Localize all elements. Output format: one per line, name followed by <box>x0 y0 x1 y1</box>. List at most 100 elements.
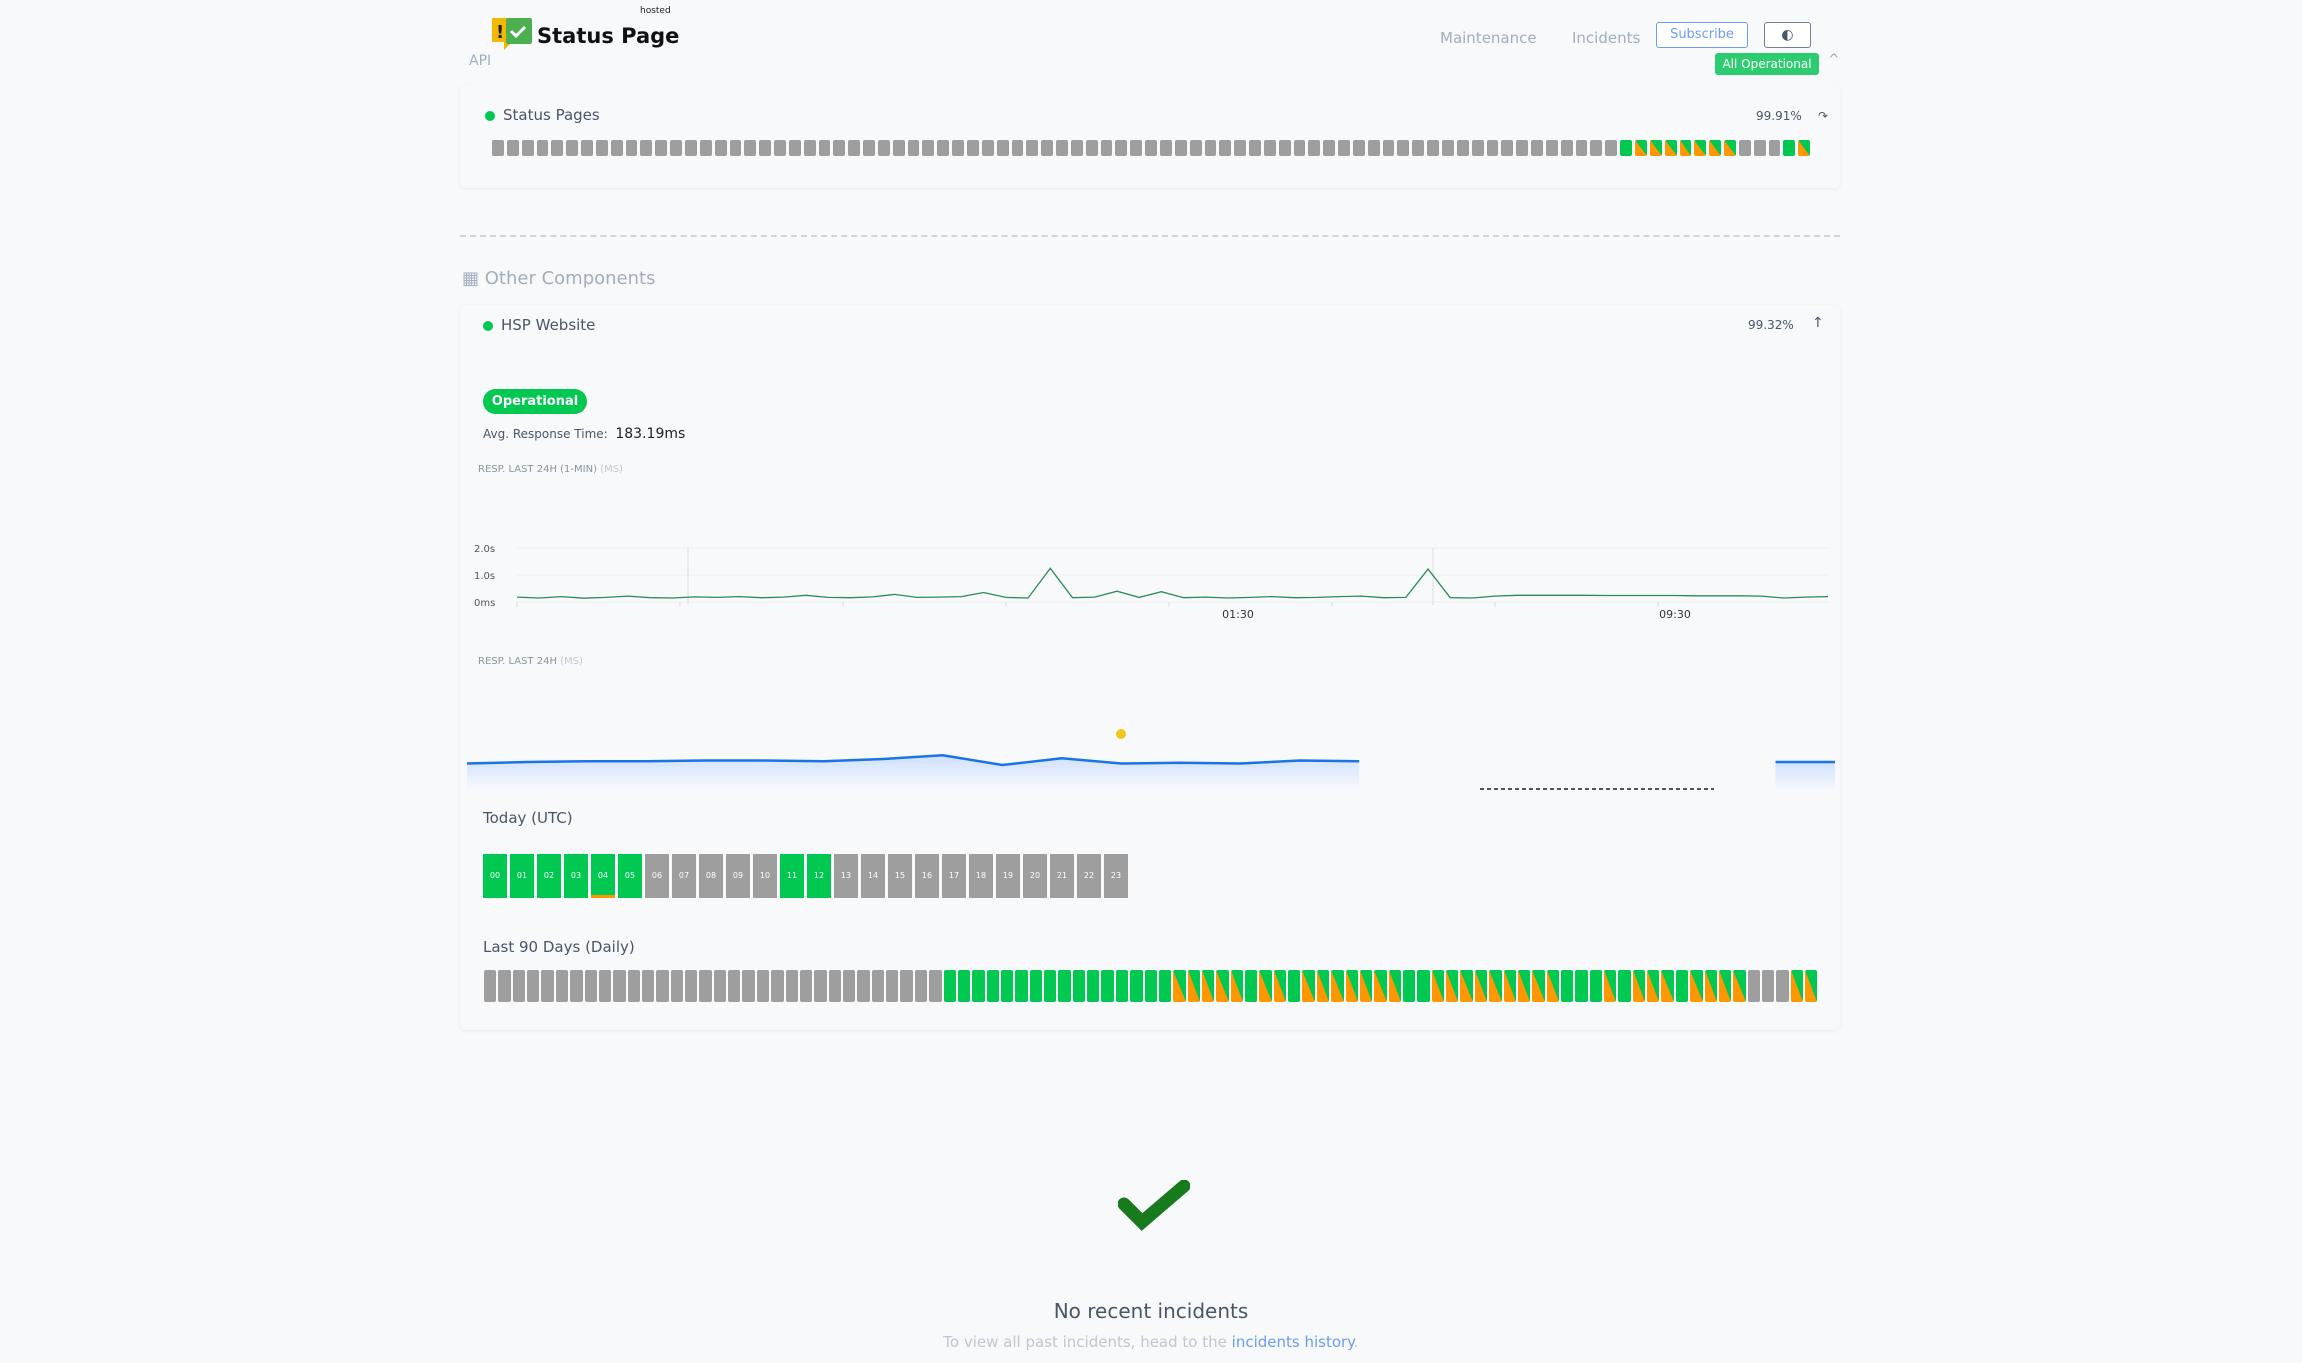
day-bar[interactable] <box>886 970 899 1002</box>
day-bar[interactable] <box>1417 970 1430 1002</box>
day-bar[interactable] <box>498 970 511 1002</box>
day-bar[interactable] <box>1374 970 1387 1002</box>
hour-bar[interactable]: 20 <box>1023 854 1047 898</box>
day-bar[interactable] <box>625 140 638 156</box>
day-bar[interactable] <box>1605 140 1618 156</box>
day-bar[interactable] <box>1352 140 1365 156</box>
hour-bar[interactable]: 07 <box>672 854 696 898</box>
day-bar[interactable] <box>713 970 727 1002</box>
day-bar[interactable] <box>1338 140 1350 156</box>
day-bar[interactable] <box>1768 140 1781 156</box>
day-bar[interactable] <box>1130 140 1143 156</box>
day-bar[interactable] <box>1560 970 1574 1002</box>
day-bar[interactable] <box>1359 970 1373 1002</box>
day-bar[interactable] <box>771 970 784 1002</box>
day-bar[interactable] <box>1446 970 1459 1002</box>
day-bar[interactable] <box>937 140 950 156</box>
hour-bar[interactable]: 00 <box>483 854 507 898</box>
day-bar[interactable] <box>1604 970 1617 1002</box>
day-bar[interactable] <box>967 140 979 156</box>
day-bar[interactable] <box>1158 970 1172 1002</box>
hour-bar[interactable]: 05 <box>618 854 642 898</box>
day-bar[interactable] <box>699 140 712 156</box>
hour-bar[interactable]: 15 <box>888 854 912 898</box>
api-link[interactable]: API <box>469 53 492 69</box>
theme-toggle-button[interactable]: ◐ <box>1764 22 1811 48</box>
day-bar[interactable] <box>1056 140 1068 156</box>
day-bar[interactable] <box>1189 140 1202 156</box>
day-bar[interactable] <box>1690 970 1703 1002</box>
day-bar[interactable] <box>922 140 935 156</box>
hour-bar[interactable]: 13 <box>834 854 858 898</box>
day-bar[interactable] <box>1546 970 1559 1002</box>
day-bar[interactable] <box>627 970 640 1002</box>
day-bar[interactable] <box>641 970 655 1002</box>
day-bar[interactable] <box>699 970 712 1002</box>
day-bar[interactable] <box>1704 970 1717 1002</box>
day-bar[interactable] <box>506 140 519 156</box>
day-bar[interactable] <box>1718 970 1732 1002</box>
day-bar[interactable] <box>714 140 727 156</box>
day-bar[interactable] <box>1288 970 1301 1002</box>
nav-incidents[interactable]: Incidents <box>1572 29 1641 47</box>
day-bar[interactable] <box>828 970 841 1002</box>
day-bar[interactable] <box>814 970 827 1002</box>
day-bar[interactable] <box>1397 140 1410 156</box>
hour-bar[interactable]: 09 <box>726 854 750 898</box>
day-bar[interactable] <box>788 140 801 156</box>
day-bar[interactable] <box>1249 140 1261 156</box>
day-bar[interactable] <box>584 970 597 1002</box>
day-bar[interactable] <box>1072 970 1086 1002</box>
day-bar[interactable] <box>833 140 846 156</box>
day-bar[interactable] <box>1388 970 1401 1002</box>
hour-bar[interactable]: 08 <box>699 854 723 898</box>
day-bar[interactable] <box>1738 140 1751 156</box>
day-bar[interactable] <box>1323 140 1336 156</box>
hour-bar[interactable]: 19 <box>996 854 1020 898</box>
hour-bar[interactable]: 01 <box>510 854 534 898</box>
day-bar[interactable] <box>759 140 772 156</box>
day-bar[interactable] <box>803 140 816 156</box>
day-bar[interactable] <box>536 140 549 156</box>
day-bar[interactable] <box>1427 140 1439 156</box>
day-bar[interactable] <box>877 140 890 156</box>
day-bar[interactable] <box>728 970 741 1002</box>
hour-bar[interactable]: 22 <box>1077 854 1101 898</box>
day-bar[interactable] <box>1367 140 1380 156</box>
day-bar[interactable] <box>1724 140 1736 156</box>
day-bar[interactable] <box>799 970 813 1002</box>
day-bar[interactable] <box>613 970 626 1002</box>
day-bar[interactable] <box>521 140 534 156</box>
day-bar[interactable] <box>1431 970 1445 1002</box>
day-bar[interactable] <box>729 140 742 156</box>
hour-bar[interactable]: 23 <box>1104 854 1128 898</box>
day-bar[interactable] <box>1634 140 1647 156</box>
day-bar[interactable] <box>1575 140 1588 156</box>
day-bar[interactable] <box>1761 970 1775 1002</box>
day-bar[interactable] <box>1230 970 1244 1002</box>
day-bar[interactable] <box>1403 970 1416 1002</box>
day-bar[interactable] <box>914 970 928 1002</box>
day-bar[interactable] <box>1471 140 1484 156</box>
day-bar[interactable] <box>1187 970 1200 1002</box>
day-bar[interactable] <box>1273 970 1287 1002</box>
day-bar[interactable] <box>1694 140 1707 156</box>
day-bar[interactable] <box>1460 970 1473 1002</box>
day-bar[interactable] <box>1173 970 1186 1002</box>
day-bar[interactable] <box>527 970 540 1002</box>
day-bar[interactable] <box>684 140 697 156</box>
day-bar[interactable] <box>595 140 608 156</box>
day-bar[interactable] <box>1174 140 1187 156</box>
day-bar[interactable] <box>1753 140 1766 156</box>
day-bar[interactable] <box>863 140 875 156</box>
day-bar[interactable] <box>1649 140 1662 156</box>
day-bar[interactable] <box>1245 970 1258 1002</box>
day-bar[interactable] <box>756 970 770 1002</box>
day-bar[interactable] <box>1145 140 1157 156</box>
day-bar[interactable] <box>1263 140 1276 156</box>
hour-bar[interactable]: 18 <box>969 854 993 898</box>
hour-bar[interactable]: 17 <box>942 854 966 898</box>
day-bar[interactable] <box>742 970 755 1002</box>
day-bar[interactable] <box>1647 970 1660 1002</box>
day-bar[interactable] <box>957 970 971 1002</box>
